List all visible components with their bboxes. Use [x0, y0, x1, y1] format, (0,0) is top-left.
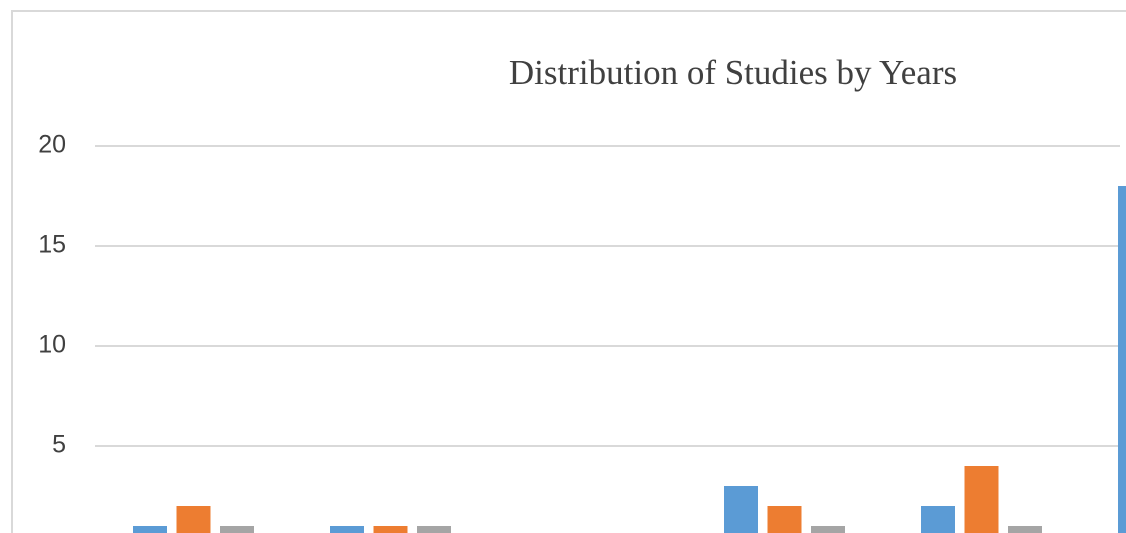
- bar: [724, 486, 758, 533]
- bar: [1118, 186, 1126, 533]
- bar: [373, 526, 408, 533]
- y-tick-label: 15: [38, 231, 66, 259]
- bar: [417, 526, 451, 533]
- bar: [330, 526, 364, 533]
- bar: [811, 526, 845, 533]
- bar: [767, 506, 802, 533]
- bar: [964, 466, 999, 533]
- y-tick-label: 5: [52, 431, 66, 459]
- y-tick-label: 20: [38, 131, 66, 159]
- y-tick-label: 0: [52, 531, 66, 533]
- bar: [220, 526, 254, 533]
- y-tick-label: 10: [38, 331, 66, 359]
- bar: [1008, 526, 1042, 533]
- bar: [133, 526, 167, 533]
- bar: [176, 506, 211, 533]
- chart-title: Distribution of Studies by Years: [509, 53, 957, 92]
- bar: [921, 506, 955, 533]
